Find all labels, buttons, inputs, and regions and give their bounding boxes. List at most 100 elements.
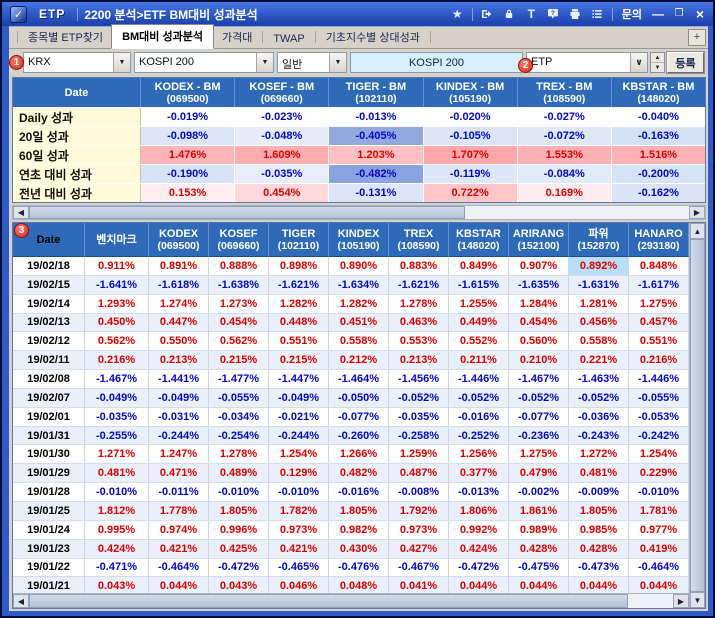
text-icon[interactable]: T [527, 7, 535, 21]
value-cell[interactable]: 0.450% [85, 313, 149, 333]
summary-cell[interactable]: 0.169% [517, 184, 612, 202]
list-icon[interactable] [590, 7, 605, 22]
value-cell[interactable]: -0.002% [509, 483, 569, 502]
value-cell[interactable]: -0.036% [569, 407, 629, 427]
date-cell[interactable]: 19/01/28 [13, 483, 85, 502]
scroll-up-icon[interactable]: ▲ [690, 223, 705, 239]
scroll-down-icon[interactable]: ▼ [690, 592, 705, 608]
chevron-down-icon[interactable]: ▼ [329, 53, 346, 72]
value-cell[interactable]: -0.467% [389, 558, 449, 578]
tab-1[interactable]: 종목별 ETP찾기 [28, 32, 104, 44]
summary-cell[interactable]: 0.454% [235, 184, 330, 202]
value-cell[interactable]: -0.055% [629, 388, 689, 408]
summary-cell[interactable]: -0.084% [517, 165, 612, 183]
summary-cell[interactable]: -0.119% [423, 165, 518, 183]
date-cell[interactable]: 19/01/31 [13, 426, 85, 446]
value-cell[interactable]: -1.456% [389, 370, 449, 389]
summary-cell[interactable]: -0.072% [517, 127, 612, 145]
value-cell[interactable]: 1.806% [449, 501, 509, 521]
value-cell[interactable]: -0.464% [629, 558, 689, 578]
value-cell[interactable]: -0.031% [149, 407, 209, 427]
value-cell[interactable]: 1.247% [149, 445, 209, 465]
tab-3[interactable]: 가격대 [221, 32, 253, 44]
value-cell[interactable]: -0.008% [389, 483, 449, 502]
value-cell[interactable]: -1.447% [269, 370, 329, 389]
tab-2[interactable]: BM대비 성과분석 [111, 24, 214, 49]
value-cell[interactable]: -0.472% [449, 558, 509, 578]
value-cell[interactable]: 0.041% [389, 577, 449, 593]
summary-cell[interactable]: -0.200% [611, 165, 706, 183]
value-cell[interactable]: 0.216% [629, 351, 689, 371]
value-cell[interactable]: 0.973% [269, 520, 329, 540]
value-cell[interactable]: 0.424% [85, 539, 149, 559]
summary-cell[interactable]: -0.131% [329, 184, 424, 202]
value-cell[interactable]: 0.479% [509, 464, 569, 484]
help-icon[interactable]: ? [546, 7, 561, 22]
value-cell[interactable]: 0.892% [569, 257, 629, 276]
value-cell[interactable]: 0.048% [329, 577, 389, 593]
daily-vscrollbar[interactable]: ▲ ▼ [689, 223, 705, 608]
chevron-down-icon[interactable]: ∨ [630, 53, 647, 72]
value-cell[interactable]: 0.213% [389, 351, 449, 371]
summary-hscrollbar[interactable]: ◀ ▶ [12, 205, 706, 220]
value-cell[interactable]: 0.911% [85, 257, 149, 276]
summary-cell[interactable]: -0.035% [235, 165, 330, 183]
value-cell[interactable]: 0.481% [85, 464, 149, 484]
value-cell[interactable]: -1.618% [149, 275, 209, 295]
value-cell[interactable]: -0.471% [85, 558, 149, 578]
value-cell[interactable]: 1.805% [209, 501, 269, 521]
export-icon[interactable] [480, 7, 495, 22]
value-cell[interactable]: 0.454% [209, 313, 269, 333]
spin-down-icon[interactable]: ▼ [654, 64, 661, 71]
value-cell[interactable]: -0.016% [449, 407, 509, 427]
value-cell[interactable]: 0.883% [389, 257, 449, 276]
date-cell[interactable]: 19/02/12 [13, 332, 85, 352]
value-cell[interactable]: 0.212% [329, 351, 389, 371]
value-cell[interactable]: 1.254% [269, 445, 329, 465]
value-cell[interactable]: 0.043% [85, 577, 149, 593]
value-cell[interactable]: 0.428% [569, 539, 629, 559]
value-cell[interactable]: -0.013% [449, 483, 509, 502]
maximize-icon[interactable]: ❐ [674, 8, 684, 19]
value-cell[interactable]: 0.898% [269, 257, 329, 276]
value-cell[interactable]: 0.430% [329, 539, 389, 559]
value-cell[interactable]: 0.210% [509, 351, 569, 371]
date-cell[interactable]: 19/01/30 [13, 445, 85, 465]
summary-cell[interactable]: 1.476% [141, 146, 236, 164]
value-cell[interactable]: 0.044% [629, 577, 689, 593]
value-cell[interactable]: -1.641% [85, 275, 149, 295]
value-cell[interactable]: -1.464% [329, 370, 389, 389]
value-cell[interactable]: 0.558% [569, 332, 629, 352]
etp-spinner[interactable]: ▲ ▼ [650, 52, 665, 73]
value-cell[interactable]: -0.049% [149, 388, 209, 408]
value-cell[interactable]: 0.552% [449, 332, 509, 352]
value-cell[interactable]: -0.475% [509, 558, 569, 578]
value-cell[interactable]: 1.805% [569, 501, 629, 521]
value-cell[interactable]: 0.985% [569, 520, 629, 540]
value-cell[interactable]: 0.891% [149, 257, 209, 276]
index-select[interactable]: KOSPI 200 ▼ [134, 52, 274, 73]
value-cell[interactable]: -0.034% [209, 407, 269, 427]
date-cell[interactable]: 19/01/24 [13, 520, 85, 540]
value-cell[interactable]: 0.046% [269, 577, 329, 593]
value-cell[interactable]: -1.463% [569, 370, 629, 389]
value-cell[interactable]: -0.010% [209, 483, 269, 502]
scroll-left-icon[interactable]: ◀ [13, 206, 29, 219]
value-cell[interactable]: -1.615% [449, 275, 509, 295]
value-cell[interactable]: 0.424% [449, 539, 509, 559]
value-cell[interactable]: -0.243% [569, 426, 629, 446]
star-icon[interactable]: ★ [451, 7, 463, 21]
summary-cell[interactable]: 1.516% [611, 146, 706, 164]
value-cell[interactable]: -1.634% [329, 275, 389, 295]
value-cell[interactable]: 1.861% [509, 501, 569, 521]
value-cell[interactable]: 0.215% [269, 351, 329, 371]
date-cell[interactable]: 19/01/22 [13, 558, 85, 578]
value-cell[interactable]: 1.812% [85, 501, 149, 521]
value-cell[interactable]: -0.052% [389, 388, 449, 408]
value-cell[interactable]: 0.907% [509, 257, 569, 276]
value-cell[interactable]: -0.465% [269, 558, 329, 578]
value-cell[interactable]: 0.553% [389, 332, 449, 352]
value-cell[interactable]: -0.077% [509, 407, 569, 427]
value-cell[interactable]: 0.211% [449, 351, 509, 371]
date-cell[interactable]: 19/02/11 [13, 351, 85, 371]
